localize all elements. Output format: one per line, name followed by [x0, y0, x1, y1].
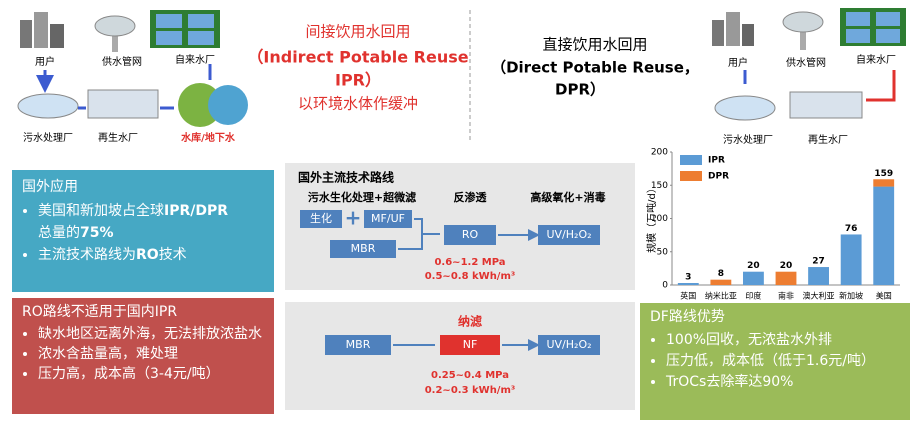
stage: 纳滤 — [458, 314, 482, 329]
label: 供水管网 — [786, 56, 826, 69]
stage: 高级氧化+消毒 — [530, 190, 605, 204]
x-tick-label: 纳米比亚 — [705, 291, 737, 301]
text: IPR/DPR — [164, 203, 229, 219]
box-title: 国外应用 — [22, 179, 78, 195]
legend-label: IPR — [708, 156, 725, 166]
box: NF — [463, 338, 478, 351]
data-label: 20 — [747, 261, 760, 271]
bullet: 压力高，成本高（3-4元/吨） — [38, 364, 264, 384]
stage: 反渗透 — [454, 190, 488, 204]
legend-label: DPR — [708, 172, 729, 182]
box: UV/H₂O₂ — [546, 228, 591, 241]
data-label: 76 — [845, 224, 858, 234]
label: 自来水厂 — [856, 53, 896, 66]
bullet: 缺水地区远离外海，无法排放浓盐水 — [38, 324, 264, 344]
bar — [840, 234, 862, 285]
text: 主流技术路线为 — [38, 247, 136, 263]
ipr-illustration — [17, 10, 248, 127]
process-panel — [285, 302, 635, 410]
x-tick-label: 南非 — [778, 291, 794, 301]
box-title: DF路线优势 — [650, 309, 725, 325]
text: 75% — [80, 225, 114, 241]
dpr-illustration — [712, 8, 906, 121]
process-title: 国外主流技术路线 — [298, 170, 394, 185]
box: + — [345, 206, 362, 230]
label: 再生水厂 — [98, 131, 138, 144]
bar — [873, 186, 895, 285]
label: 供水管网 — [102, 55, 142, 68]
label: 污水处理厂 — [23, 132, 73, 144]
ipr-title: （Indirect Potable Reuse — [247, 48, 468, 67]
ipr-title: 间接饮用水回用 — [305, 23, 410, 41]
label: 用户 — [728, 56, 748, 69]
box: MBR — [351, 242, 376, 255]
label: 再生水厂 — [808, 133, 848, 146]
df-box: DF路线优势 100%回收，无浓盐水外排 压力低，成本低（低于1.6元/吨） T… — [640, 303, 910, 420]
label: 水库/地下水 — [180, 131, 236, 144]
bar — [710, 279, 732, 285]
bullet: 浓水含盐量高，难处理 — [38, 344, 264, 364]
bar — [873, 179, 895, 187]
box: UV/H₂O₂ — [546, 338, 591, 351]
y-axis-label: 规模（万吨/d） — [645, 183, 658, 253]
bar — [808, 267, 829, 285]
box: MBR — [346, 338, 371, 351]
foreign-box: 国外应用 美国和新加坡占全球IPR/DPR 总量的75% 主流技术路线为RO技术 — [12, 170, 274, 292]
chart: 规模（万吨/d） 0 50 100 150 200 英国 3 纳米比亚 8 印度 20 南非 20 澳大利… — [645, 148, 900, 301]
box: 生化 — [310, 211, 332, 225]
y-tick-label: 150 — [651, 181, 668, 191]
bar — [743, 271, 764, 285]
text: 技术 — [158, 247, 187, 263]
data-label: 3 — [685, 273, 691, 283]
data-label: 159 — [874, 169, 893, 179]
bullet: 压力低，成本低（低于1.6元/吨） — [666, 351, 900, 372]
x-tick-label: 英国 — [680, 291, 696, 301]
stage: 污水生化处理+超微滤 — [308, 190, 416, 204]
y-tick-label: 0 — [662, 281, 668, 291]
data-label: 20 — [780, 261, 793, 271]
ro-box: RO路线不适用于国内IPR 缺水地区远离外海，无法排放浓盐水 浓水含盐量高，难处… — [12, 298, 274, 414]
x-tick-label: 印度 — [745, 291, 761, 301]
x-tick-label: 新加坡 — [839, 291, 863, 301]
text: RO — [136, 247, 159, 263]
box: RO — [462, 228, 479, 241]
label: 污水处理厂 — [723, 134, 773, 146]
label: 自来水厂 — [175, 53, 215, 66]
bullet: 美国和新加坡占全球IPR/DPR 总量的75% — [38, 200, 264, 244]
ipr-title: IPR） — [335, 71, 381, 90]
param: 0.25~0.4 MPa — [431, 370, 509, 381]
y-tick-label: 100 — [651, 214, 668, 224]
data-label: 8 — [718, 269, 724, 279]
bar — [775, 271, 797, 285]
x-tick-label: 美国 — [876, 291, 892, 301]
bullet: TrOCs去除率达90% — [666, 372, 900, 393]
text: 总量的 — [38, 225, 80, 241]
ipr-title: 以环境水体作缓冲 — [298, 95, 418, 113]
legend-swatch — [680, 171, 702, 181]
bullet: 100%回收，无浓盐水外排 — [666, 330, 900, 351]
dpr-title: （Direct Potable Reuse， — [491, 59, 699, 77]
dpr-title: 直接饮用水回用 — [542, 36, 647, 54]
data-label: 27 — [812, 257, 825, 267]
param: 0.2~0.3 kWh/m³ — [425, 385, 516, 396]
y-tick-label: 200 — [651, 148, 668, 158]
dpr-title: DPR） — [555, 81, 605, 99]
box-title: RO路线不适用于国内IPR — [22, 304, 178, 320]
text: 美国和新加坡占全球 — [38, 203, 164, 219]
bullet: 主流技术路线为RO技术 — [38, 244, 264, 266]
param: 0.6~1.2 MPa — [434, 257, 505, 268]
param: 0.5~0.8 kWh/m³ — [425, 271, 516, 282]
label: 用户 — [35, 55, 55, 68]
x-tick-label: 澳大利亚 — [803, 291, 835, 301]
box: MF/UF — [371, 212, 405, 225]
bar — [677, 283, 699, 285]
y-tick-label: 50 — [657, 247, 669, 257]
legend-swatch — [680, 155, 702, 165]
